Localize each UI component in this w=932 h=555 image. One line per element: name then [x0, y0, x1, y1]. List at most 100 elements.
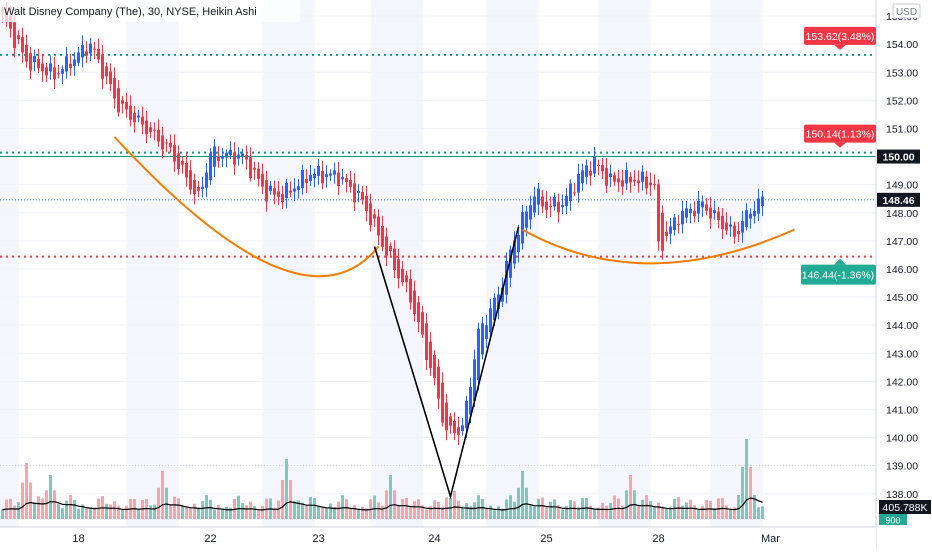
pattern-drawings: [113, 136, 795, 500]
candle: [325, 165, 328, 188]
time-axis[interactable]: 18 22 23 24 25 28 Mar: [0, 526, 876, 550]
volume-bar: [441, 506, 444, 519]
candle: [653, 174, 656, 190]
candle: [749, 208, 752, 229]
volume-bar: [637, 505, 640, 519]
time-tick-label: 24: [428, 533, 440, 545]
candle: [449, 412, 452, 434]
volume-bar: [309, 497, 312, 519]
volume-bar: [565, 506, 568, 519]
volume-bar: [685, 502, 688, 519]
candle: [733, 221, 736, 244]
volume-bar: [745, 439, 748, 519]
price-badge-stop[interactable]: 146.44(-1.36%): [801, 258, 876, 285]
candle: [153, 122, 156, 141]
svg-text:153.62(3.48%): 153.62(3.48%): [806, 31, 875, 43]
price-label-badges: 153.62(3.48%) 150.14(1.13%)150.00 148.46 14…: [801, 26, 920, 285]
candle: [261, 163, 264, 194]
volume-bar: [73, 500, 76, 519]
candle: [441, 372, 444, 427]
candle: [597, 159, 600, 176]
svg-text:146.44(-1.36%): 146.44(-1.36%): [802, 270, 874, 282]
volume-bar: [109, 504, 112, 519]
candle: [121, 96, 124, 114]
candle: [117, 80, 120, 117]
candle: [697, 191, 700, 223]
candle: [621, 169, 624, 195]
candle: [89, 37, 92, 61]
price-badge-level-150[interactable]: 150.00: [877, 149, 920, 164]
volume-bar: [509, 495, 512, 519]
volume-bar: [401, 498, 404, 519]
volume-bar: [513, 501, 516, 519]
candle: [677, 215, 680, 234]
volume-bar: [713, 508, 716, 519]
volume-bar: [353, 505, 356, 519]
volume-bar: [177, 498, 180, 519]
symbol-title[interactable]: Walt Disney Company (The), 30, NYSE, Hei…: [4, 6, 257, 18]
volume-bar: [557, 505, 560, 519]
candle: [513, 231, 516, 269]
volume-bar: [25, 463, 28, 519]
candle: [381, 215, 384, 252]
currency-badge[interactable]: [892, 3, 921, 19]
left-cup-arc[interactable]: [113, 136, 380, 278]
price-badge-target-high[interactable]: 153.62(3.48%): [804, 26, 876, 50]
volume-bar: [725, 505, 728, 519]
candle: [641, 165, 644, 191]
price-badge-last-price[interactable]: 148.46: [877, 192, 920, 207]
volume-bar: [345, 499, 348, 519]
heikin-ashi-candles: [1, 2, 764, 446]
candle: [213, 139, 216, 178]
candle: [341, 168, 344, 185]
volume-bar: [409, 507, 412, 519]
candle: [517, 224, 520, 263]
price-axis[interactable]: 155.00154.00153.00152.00151.00149.00148.…: [875, 0, 932, 550]
candle: [21, 27, 24, 63]
volume-bar: [349, 508, 352, 519]
candle: [349, 170, 352, 193]
candle: [489, 298, 492, 341]
volume-bar: [757, 507, 760, 519]
volume-bar: [429, 506, 432, 519]
v-pattern-line[interactable]: [373, 226, 520, 500]
volume-bar: [45, 490, 48, 519]
candle: [533, 186, 536, 218]
candle: [481, 316, 484, 360]
candle: [37, 48, 40, 73]
volume-bar: [197, 507, 200, 519]
candle: [201, 176, 204, 198]
candle: [521, 205, 524, 250]
volume-bar: [693, 505, 696, 519]
volume-moving-average: [2, 497, 763, 511]
volume-bar: [561, 509, 564, 519]
candle: [541, 189, 544, 214]
volume-bar: [161, 471, 164, 519]
volume-bar: [77, 508, 80, 519]
candle: [33, 49, 36, 72]
volume-bar: [629, 475, 632, 519]
price-badge-neckline[interactable]: 150.14(1.13%): [804, 124, 876, 148]
candle: [109, 63, 112, 92]
volume-bar: [125, 505, 128, 519]
volume-bar: [13, 505, 16, 519]
volume-bar: [337, 501, 340, 519]
volume-bar: [365, 508, 368, 519]
candle: [25, 34, 28, 68]
volume-bar: [209, 499, 212, 519]
candle: [221, 147, 224, 167]
candle: [649, 172, 652, 196]
volume-bar: [601, 502, 604, 519]
candle: [289, 181, 292, 197]
volume-bar: [281, 480, 284, 519]
candle: [373, 209, 376, 228]
candle: [53, 57, 56, 89]
volume-bar: [305, 505, 308, 519]
right-cup-arc[interactable]: [522, 228, 795, 265]
candle: [665, 221, 668, 242]
candle: [57, 64, 60, 79]
candle: [233, 142, 236, 175]
candle: [357, 184, 360, 203]
volume-bar: [273, 507, 276, 519]
